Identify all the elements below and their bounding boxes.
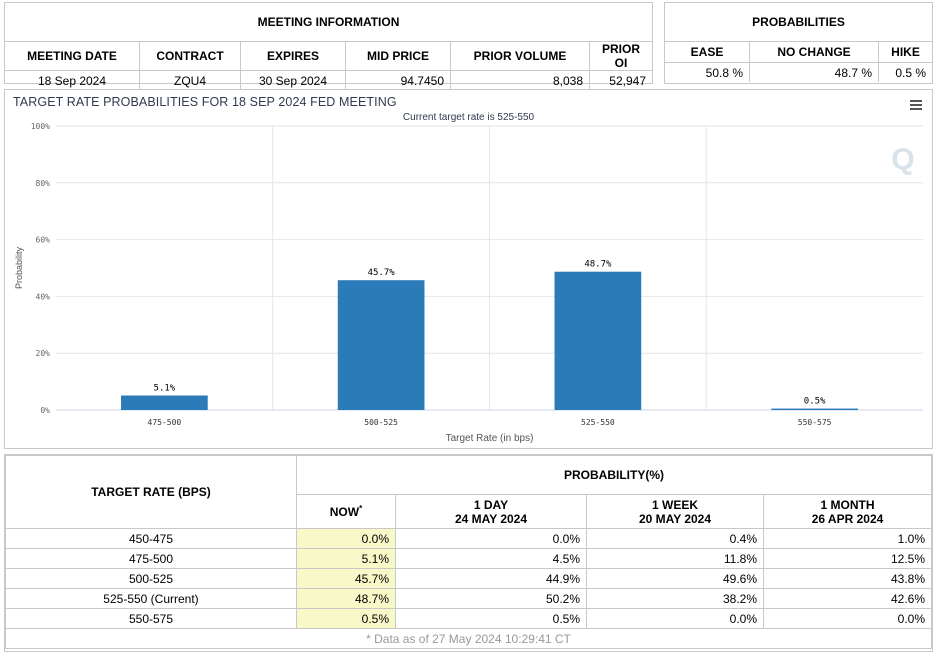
x-tick-label: 500-525 bbox=[364, 418, 398, 427]
one-month-cell: 12.5% bbox=[763, 548, 932, 569]
y-tick-label: 100% bbox=[31, 122, 50, 131]
col-expires: EXPIRES bbox=[240, 41, 346, 71]
ease-value: 50.8 % bbox=[665, 62, 750, 82]
col-now: NOW* bbox=[296, 494, 396, 529]
no-change-value: 48.7 % bbox=[749, 62, 879, 82]
one-week-cell: 11.8% bbox=[586, 548, 764, 569]
bar-data-label: 5.1% bbox=[154, 384, 176, 394]
bar-chart: 0% 20% 40% 60% 80% 100% 5.1% 475-500 45.7% 500-52… bbox=[14, 122, 923, 444]
col-contract: CONTRACT bbox=[139, 41, 241, 71]
col-prior-oi: PRIOR OI bbox=[589, 41, 652, 71]
rate-cell: 500-525 bbox=[5, 568, 297, 589]
col-1-month: 1 MONTH 26 APR 2024 bbox=[763, 494, 932, 529]
col-ease: EASE bbox=[665, 41, 750, 63]
meeting-information-title: MEETING INFORMATION bbox=[5, 3, 652, 42]
watermark-logo-icon: Q bbox=[891, 143, 914, 176]
probability-header: PROBABILITY(%) bbox=[296, 455, 932, 495]
meeting-date-value: 18 Sep 2024 bbox=[5, 70, 140, 90]
prior-oi-value: 52,947 bbox=[609, 73, 646, 88]
probabilities-title: PROBABILITIES bbox=[665, 3, 932, 42]
table-row: 475-500 5.1% 4.5% 11.8% 12.5% bbox=[5, 548, 932, 569]
col-prior-volume: PRIOR VOLUME bbox=[450, 41, 590, 71]
table-row: 450-475 0.0% 0.0% 0.4% 1.0% bbox=[5, 528, 932, 549]
table-row: 500-525 45.7% 44.9% 49.6% 43.8% bbox=[5, 568, 932, 589]
now-cell: 5.1% bbox=[296, 548, 396, 569]
col-meeting-date: MEETING DATE bbox=[5, 41, 140, 71]
contract-value: ZQU4 bbox=[139, 70, 241, 90]
y-tick-label: 0% bbox=[40, 406, 50, 415]
target-rate-header: TARGET RATE (BPS) bbox=[5, 455, 297, 529]
now-footnote-mark: * bbox=[359, 504, 363, 513]
y-tick-label: 40% bbox=[36, 292, 51, 301]
one-week-cell: 38.2% bbox=[586, 588, 764, 609]
rate-cell: 550-575 bbox=[5, 608, 297, 629]
bar[interactable] bbox=[121, 395, 208, 410]
probability-history-table: TARGET RATE (BPS) PROBABILITY(%) NOW* 1 … bbox=[5, 455, 932, 649]
one-day-cell: 4.5% bbox=[395, 548, 587, 569]
one-month-cell: 43.8% bbox=[763, 568, 932, 589]
now-cell: 0.0% bbox=[296, 528, 396, 549]
col-mid-price: MID PRICE bbox=[345, 41, 451, 71]
chart-subtitle: Current target rate is 525-550 bbox=[402, 112, 535, 123]
col-1-day: 1 DAY 24 MAY 2024 bbox=[395, 494, 587, 529]
y-axis-title: Probability bbox=[14, 246, 24, 289]
meeting-information-panel: MEETING INFORMATION MEETING DATE CONTRAC… bbox=[4, 2, 653, 90]
now-cell: 0.5% bbox=[296, 608, 396, 629]
one-month-cell: 42.6% bbox=[763, 588, 932, 609]
x-tick-label: 525-550 bbox=[581, 418, 615, 427]
one-day-cell: 44.9% bbox=[395, 568, 587, 589]
now-cell: 45.7% bbox=[296, 568, 396, 589]
rate-cell: 450-475 bbox=[5, 528, 297, 549]
one-day-cell: 50.2% bbox=[395, 588, 587, 609]
probabilities-panel: PROBABILITIES EASE NO CHANGE HIKE 50.8 %… bbox=[664, 2, 933, 84]
prior-volume-value: 8,038 bbox=[450, 70, 590, 90]
table-row: 550-575 0.5% 0.5% 0.0% 0.0% bbox=[5, 608, 932, 629]
x-tick-label: 550-575 bbox=[798, 418, 832, 427]
one-day-cell: 0.0% bbox=[395, 528, 587, 549]
probabilities-table: PROBABILITIES EASE NO CHANGE HIKE 50.8 %… bbox=[665, 3, 932, 82]
table-row: 525-550 (Current) 48.7% 50.2% 38.2% 42.6% bbox=[5, 588, 932, 609]
rate-cell: 525-550 (Current) bbox=[5, 588, 297, 609]
hamburger-menu-icon[interactable] bbox=[910, 100, 922, 110]
one-week-cell: 0.4% bbox=[586, 528, 764, 549]
chart-panel: 0% 20% 40% 60% 80% 100% 5.1% 475-500 45.7% 500-52… bbox=[4, 89, 933, 449]
col-hike: HIKE bbox=[878, 41, 932, 63]
one-month-cell: 1.0% bbox=[763, 528, 932, 549]
bar[interactable] bbox=[554, 271, 642, 410]
y-tick-label: 20% bbox=[36, 349, 51, 358]
col-1-week: 1 WEEK 20 MAY 2024 bbox=[586, 494, 764, 529]
data-timestamp-footnote: * Data as of 27 May 2024 10:29:41 CT bbox=[5, 628, 932, 649]
bar[interactable] bbox=[771, 408, 858, 410]
bar-data-label: 0.5% bbox=[804, 397, 826, 407]
chart-title: TARGET RATE PROBABILITIES FOR 18 SEP 202… bbox=[13, 95, 397, 109]
mid-price-value: 94.7450 bbox=[345, 70, 451, 90]
bar-data-label: 48.7% bbox=[584, 260, 612, 270]
expires-value: 30 Sep 2024 bbox=[240, 70, 346, 90]
y-tick-label: 60% bbox=[36, 236, 51, 245]
one-day-cell: 0.5% bbox=[395, 608, 587, 629]
bar-data-label: 45.7% bbox=[368, 268, 396, 278]
x-tick-label: 475-500 bbox=[148, 418, 182, 427]
x-axis-title: Target Rate (in bps) bbox=[446, 433, 534, 444]
now-cell: 48.7% bbox=[296, 588, 396, 609]
rate-cell: 475-500 bbox=[5, 548, 297, 569]
one-month-cell: 0.0% bbox=[763, 608, 932, 629]
col-no-change: NO CHANGE bbox=[749, 41, 879, 63]
one-week-cell: 49.6% bbox=[586, 568, 764, 589]
probability-history-panel: TARGET RATE (BPS) PROBABILITY(%) NOW* 1 … bbox=[4, 454, 933, 652]
hike-value: 0.5 % bbox=[895, 65, 926, 80]
one-week-cell: 0.0% bbox=[586, 608, 764, 629]
bar[interactable] bbox=[337, 280, 425, 410]
meeting-information-table: MEETING INFORMATION MEETING DATE CONTRAC… bbox=[5, 3, 652, 90]
y-tick-label: 80% bbox=[36, 179, 51, 188]
